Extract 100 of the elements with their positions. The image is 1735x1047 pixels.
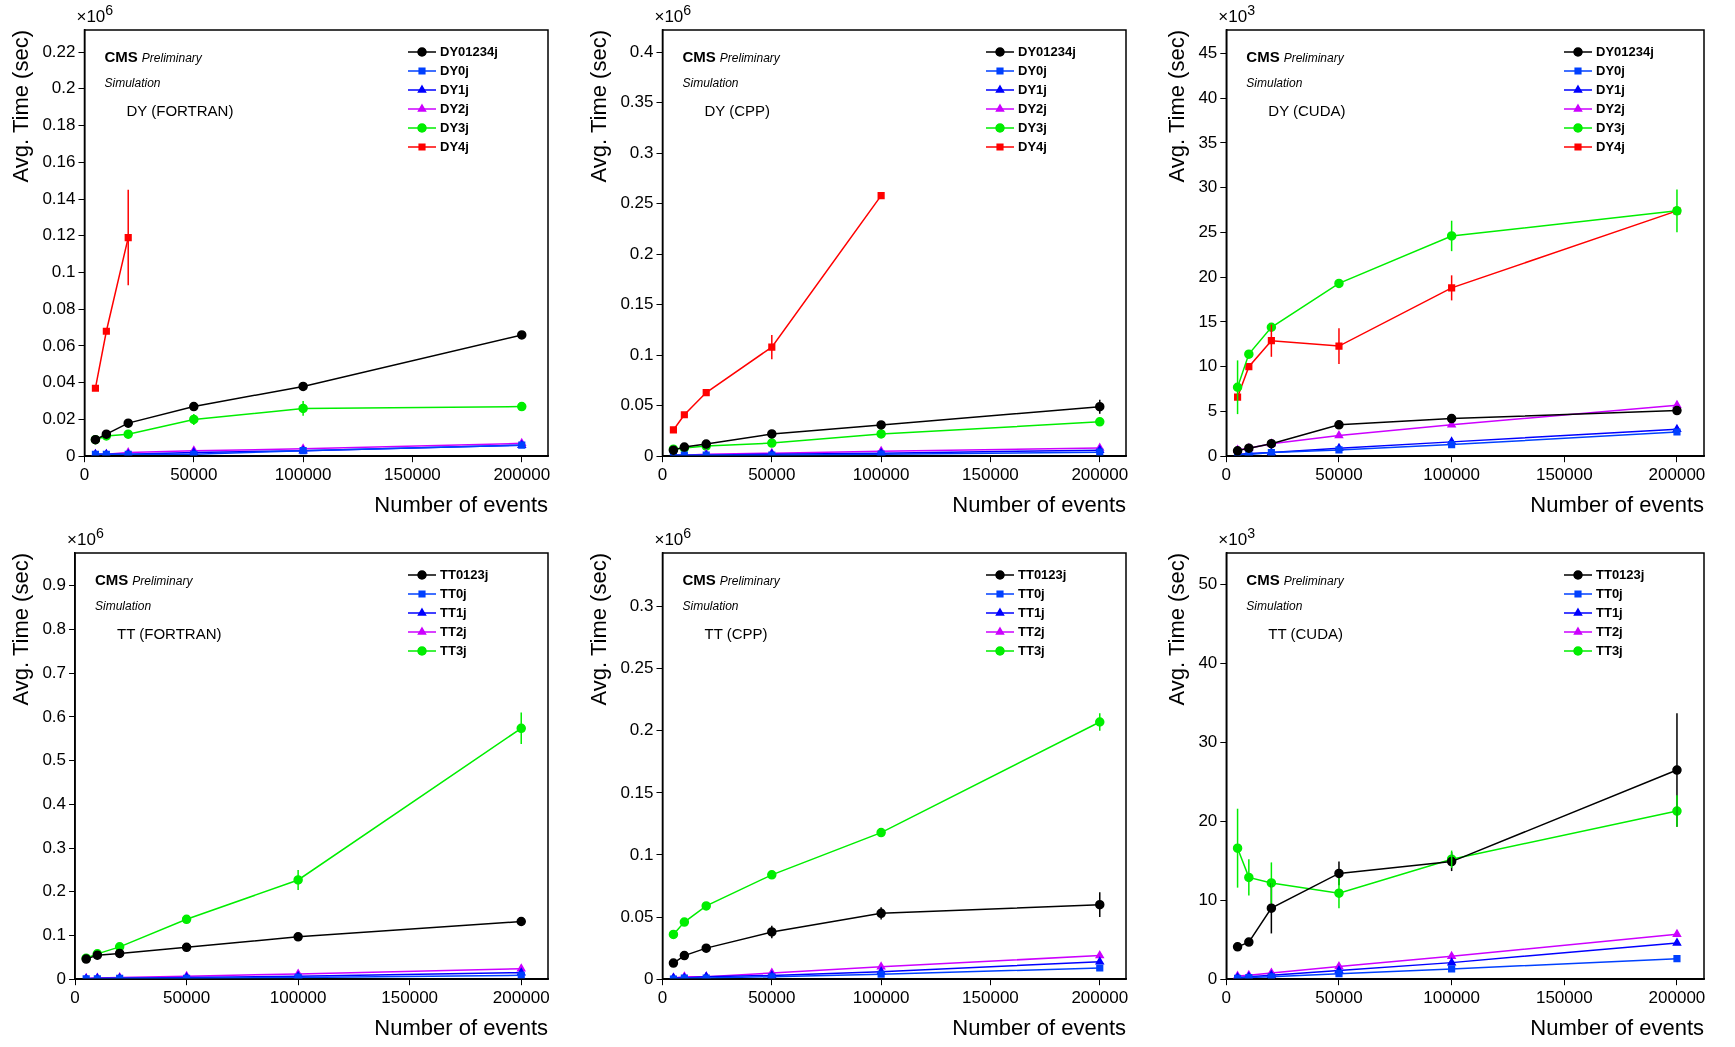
legend-label: DY0j (440, 62, 469, 78)
x-tick-label: 200000 (1071, 988, 1129, 1008)
y-tick-label: 0.1 (42, 925, 67, 945)
legend-label: DY3j (1018, 119, 1047, 135)
legend-label: DY1j (1596, 81, 1625, 97)
y-tick-label: 0.2 (629, 720, 654, 740)
x-tick-label: 200000 (1648, 988, 1706, 1008)
y-tick-label: 0.15 (620, 294, 654, 314)
x-axis-title: Number of events (1530, 491, 1704, 517)
legend-label: TT0j (1018, 585, 1045, 601)
x-tick-label: 50000 (162, 988, 211, 1008)
text: ×10$^{6}$ (654, 525, 692, 550)
x-tick-label: 0 (1221, 465, 1232, 485)
text: TT (FORTRAN) (117, 625, 222, 643)
legend-label: TT0123j (440, 566, 489, 582)
x-tick-label: 0 (657, 465, 668, 485)
text: ×10$^{6}$ (67, 525, 104, 550)
y-tick-label: 35 (1198, 132, 1218, 152)
y-tick-label: 20 (1198, 266, 1218, 286)
y-tick-label: 0.1 (51, 262, 76, 282)
legend-label: DY0j (1596, 62, 1625, 78)
y-axis-title: Avg. Time (sec) (1164, 30, 1190, 183)
annotation: Simulation (1246, 76, 1303, 91)
y-tick-label: 0.2 (51, 78, 76, 98)
legend-label: DY4j (1018, 138, 1047, 154)
annotation: Simulation (1246, 599, 1303, 614)
y-tick-label: 0.08 (42, 298, 76, 318)
y-tick-label: 10 (1198, 356, 1218, 376)
y-tick-label: 0.8 (42, 619, 67, 639)
y-tick-label: 40 (1198, 653, 1218, 673)
legend-label: DY1j (1018, 81, 1047, 97)
y-tick-label: 0.4 (42, 794, 67, 814)
annotation: Simulation (682, 76, 739, 91)
y-tick-label: 0 (1207, 445, 1218, 465)
y-tick-label: 0.5 (42, 750, 67, 770)
x-tick-label: 150000 (962, 988, 1019, 1008)
legend-label: TT2j (1596, 623, 1623, 639)
text: TT (CUDA) (1268, 625, 1344, 643)
annotation: Simulation (104, 76, 161, 91)
x-tick-label: 200000 (1071, 465, 1129, 485)
legend-label: TT1j (1596, 604, 1623, 620)
y-tick-label: 0.12 (42, 225, 76, 245)
legend-label: DY2j (1596, 100, 1625, 116)
legend-label: DY4j (1596, 138, 1625, 154)
y-axis-title: Avg. Time (sec) (8, 30, 34, 183)
y-axis-title: Avg. Time (sec) (1164, 553, 1190, 706)
y-tick-label: 0.1 (629, 344, 654, 364)
text: DY (CPP) (704, 102, 771, 120)
y-tick-label: 30 (1198, 177, 1218, 197)
y-tick-label: 0.3 (629, 596, 654, 616)
y-tick-label: 0.25 (620, 658, 654, 678)
y-tick-label: 25 (1198, 222, 1218, 242)
y-tick-label: 0.16 (42, 151, 76, 171)
y-tick-label: 45 (1198, 42, 1218, 62)
legend-label: DY3j (440, 119, 469, 135)
legend-label: TT3j (440, 642, 467, 658)
y-tick-label: 0.4 (629, 41, 654, 61)
text: TT (CPP) (704, 625, 768, 643)
x-axis-title: Number of events (374, 1014, 548, 1040)
annotation: Preliminary (1283, 51, 1345, 66)
x-tick-label: 100000 (852, 988, 910, 1008)
x-tick-label: 50000 (170, 465, 218, 485)
y-tick-label: 10 (1198, 889, 1218, 909)
annotation: Simulation (682, 599, 739, 614)
y-tick-label: 15 (1198, 311, 1218, 331)
annotation: Preliminary (132, 574, 194, 589)
y-tick-label: 0.15 (620, 782, 654, 802)
annotation: Simulation (95, 599, 152, 614)
x-tick-label: 150000 (384, 465, 441, 485)
x-tick-label: 100000 (269, 988, 327, 1008)
x-tick-label: 50000 (1315, 465, 1363, 485)
y-tick-label: 5 (1207, 401, 1218, 421)
x-tick-label: 150000 (381, 988, 439, 1008)
y-tick-label: 0.35 (620, 92, 654, 112)
x-tick-label: 50000 (1315, 988, 1363, 1008)
legend-label: DY01234j (1596, 43, 1654, 59)
y-tick-label: 0.6 (42, 706, 67, 726)
y-tick-label: 0 (644, 968, 654, 988)
annotation: CMS (104, 48, 138, 66)
x-tick-label: 200000 (492, 988, 550, 1008)
y-tick-label: 30 (1198, 732, 1218, 752)
y-tick-label: 0.3 (629, 142, 654, 162)
y-tick-label: 0.05 (620, 906, 654, 926)
x-axis-title: Number of events (1530, 1014, 1704, 1040)
legend-label: DY2j (1018, 100, 1047, 116)
legend-label: TT0j (1596, 585, 1623, 601)
x-tick-label: 200000 (1648, 465, 1706, 485)
y-axis-title: Avg. Time (sec) (8, 553, 34, 706)
x-tick-label: 50000 (748, 988, 796, 1008)
y-tick-label: 0 (1207, 968, 1218, 988)
legend-label: DY3j (1596, 119, 1625, 135)
legend-label: TT0123j (1018, 566, 1067, 582)
annotation: CMS (682, 571, 716, 589)
x-tick-label: 200000 (493, 465, 551, 485)
x-tick-label: 100000 (1423, 465, 1480, 485)
legend-label: DY4j (440, 138, 469, 154)
x-tick-label: 100000 (852, 465, 910, 485)
legend-label: TT3j (1018, 642, 1045, 658)
y-tick-label: 0.2 (42, 881, 67, 901)
annotation: CMS (1246, 571, 1280, 589)
